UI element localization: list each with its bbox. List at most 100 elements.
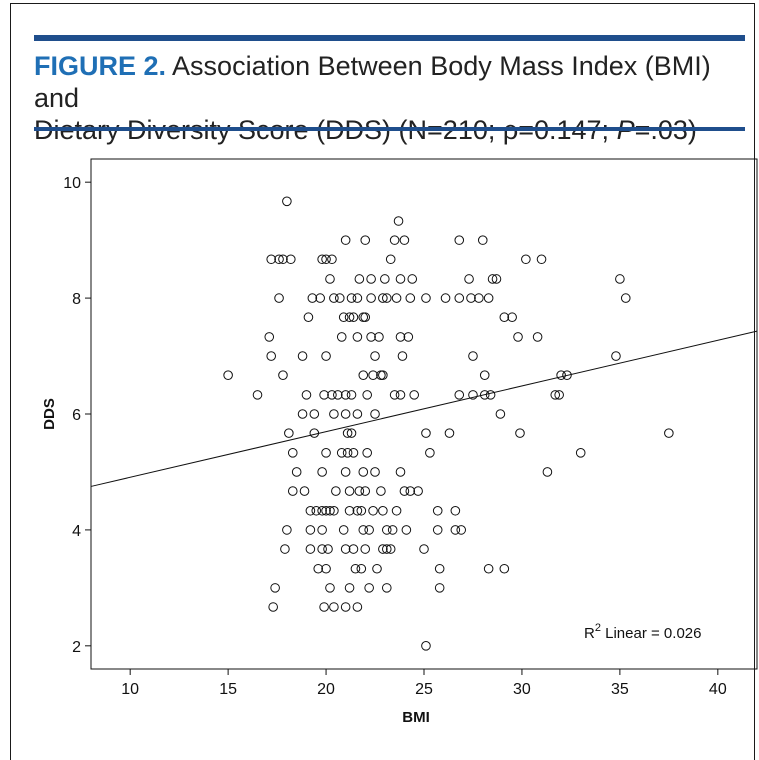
data-point xyxy=(358,370,369,380)
data-point xyxy=(474,293,484,303)
data-point xyxy=(340,467,351,477)
data-point xyxy=(409,390,420,400)
fit-line xyxy=(90,330,758,487)
data-point xyxy=(325,274,335,284)
x-axis-title: BMI xyxy=(402,709,430,726)
data-point xyxy=(360,486,371,496)
data-point xyxy=(329,293,339,303)
data-point xyxy=(321,505,331,516)
data-point xyxy=(319,602,329,612)
data-point xyxy=(342,448,353,458)
data-point xyxy=(401,525,412,535)
data-point xyxy=(309,428,320,438)
data-point xyxy=(378,293,388,303)
data-point xyxy=(395,390,406,400)
data-point xyxy=(350,563,361,574)
data-point xyxy=(385,254,396,265)
data-point xyxy=(550,390,561,400)
data-point xyxy=(381,293,392,303)
figure-label: FIGURE 2. xyxy=(34,51,167,81)
data-point xyxy=(287,448,298,458)
data-point xyxy=(346,390,357,400)
data-point xyxy=(327,254,337,265)
data-point xyxy=(305,544,316,554)
data-point xyxy=(521,254,531,265)
data-point xyxy=(432,525,443,535)
data-point xyxy=(356,505,367,516)
data-point xyxy=(513,332,523,342)
data-point xyxy=(344,583,355,593)
data-point xyxy=(352,409,363,419)
data-point xyxy=(399,486,410,496)
data-point xyxy=(376,486,386,496)
data-point xyxy=(468,351,478,361)
data-point xyxy=(362,390,372,400)
data-point xyxy=(376,370,386,380)
data-point xyxy=(554,390,564,400)
data-point xyxy=(311,505,322,516)
r2-label: R xyxy=(584,625,595,642)
data-point xyxy=(499,312,510,323)
x-tick-label: 25 xyxy=(415,681,433,698)
data-point xyxy=(329,602,339,612)
y-tick-label: 6 xyxy=(72,407,81,424)
data-point xyxy=(495,409,506,419)
data-point xyxy=(399,235,410,245)
r2-value: Linear = 0.026 xyxy=(601,625,702,642)
data-point xyxy=(395,332,406,342)
data-point xyxy=(313,563,324,574)
data-point xyxy=(278,370,288,380)
data-point xyxy=(297,409,308,419)
data-point xyxy=(405,293,416,303)
data-point xyxy=(368,370,378,380)
data-point xyxy=(348,544,359,554)
data-point xyxy=(344,312,355,323)
plot-area: 10 15 20 25 30 35 40 2 4 6 8 10 xyxy=(63,158,758,698)
data-point xyxy=(286,254,296,265)
data-point xyxy=(421,293,431,303)
data-point xyxy=(327,390,337,400)
data-point xyxy=(456,525,467,535)
data-point xyxy=(303,312,314,323)
data-point xyxy=(466,293,476,303)
data-point xyxy=(352,293,363,303)
data-point xyxy=(421,641,431,651)
data-point xyxy=(450,505,461,516)
data-point xyxy=(317,544,327,554)
data-point xyxy=(413,486,423,496)
data-point xyxy=(301,390,312,400)
data-point xyxy=(340,409,351,419)
data-point xyxy=(352,505,363,516)
data-point xyxy=(358,467,369,477)
data-point xyxy=(487,274,498,284)
data-point xyxy=(252,390,263,400)
data-point xyxy=(542,467,553,477)
data-point xyxy=(391,505,402,516)
data-point xyxy=(378,544,388,554)
data-point xyxy=(620,293,631,303)
data-point xyxy=(356,563,367,574)
data-point xyxy=(309,409,320,419)
data-point xyxy=(389,235,400,245)
x-tick-label: 35 xyxy=(611,681,629,698)
data-point xyxy=(321,448,331,458)
data-point xyxy=(344,505,355,516)
data-point xyxy=(325,505,335,516)
data-point xyxy=(464,274,474,284)
data-point xyxy=(562,370,572,380)
data-point xyxy=(270,583,280,593)
data-point xyxy=(315,293,325,303)
data-point xyxy=(499,563,510,574)
data-point xyxy=(374,332,384,342)
y-tick-label: 2 xyxy=(72,639,81,656)
data-point xyxy=(278,254,288,265)
data-point xyxy=(266,254,277,265)
data-point xyxy=(536,254,547,265)
data-point xyxy=(370,409,380,419)
x-tick-label: 10 xyxy=(121,681,139,698)
data-point xyxy=(370,467,380,477)
data-point xyxy=(333,390,343,400)
data-point xyxy=(407,274,418,284)
data-point xyxy=(381,525,392,535)
data-point xyxy=(305,505,316,516)
